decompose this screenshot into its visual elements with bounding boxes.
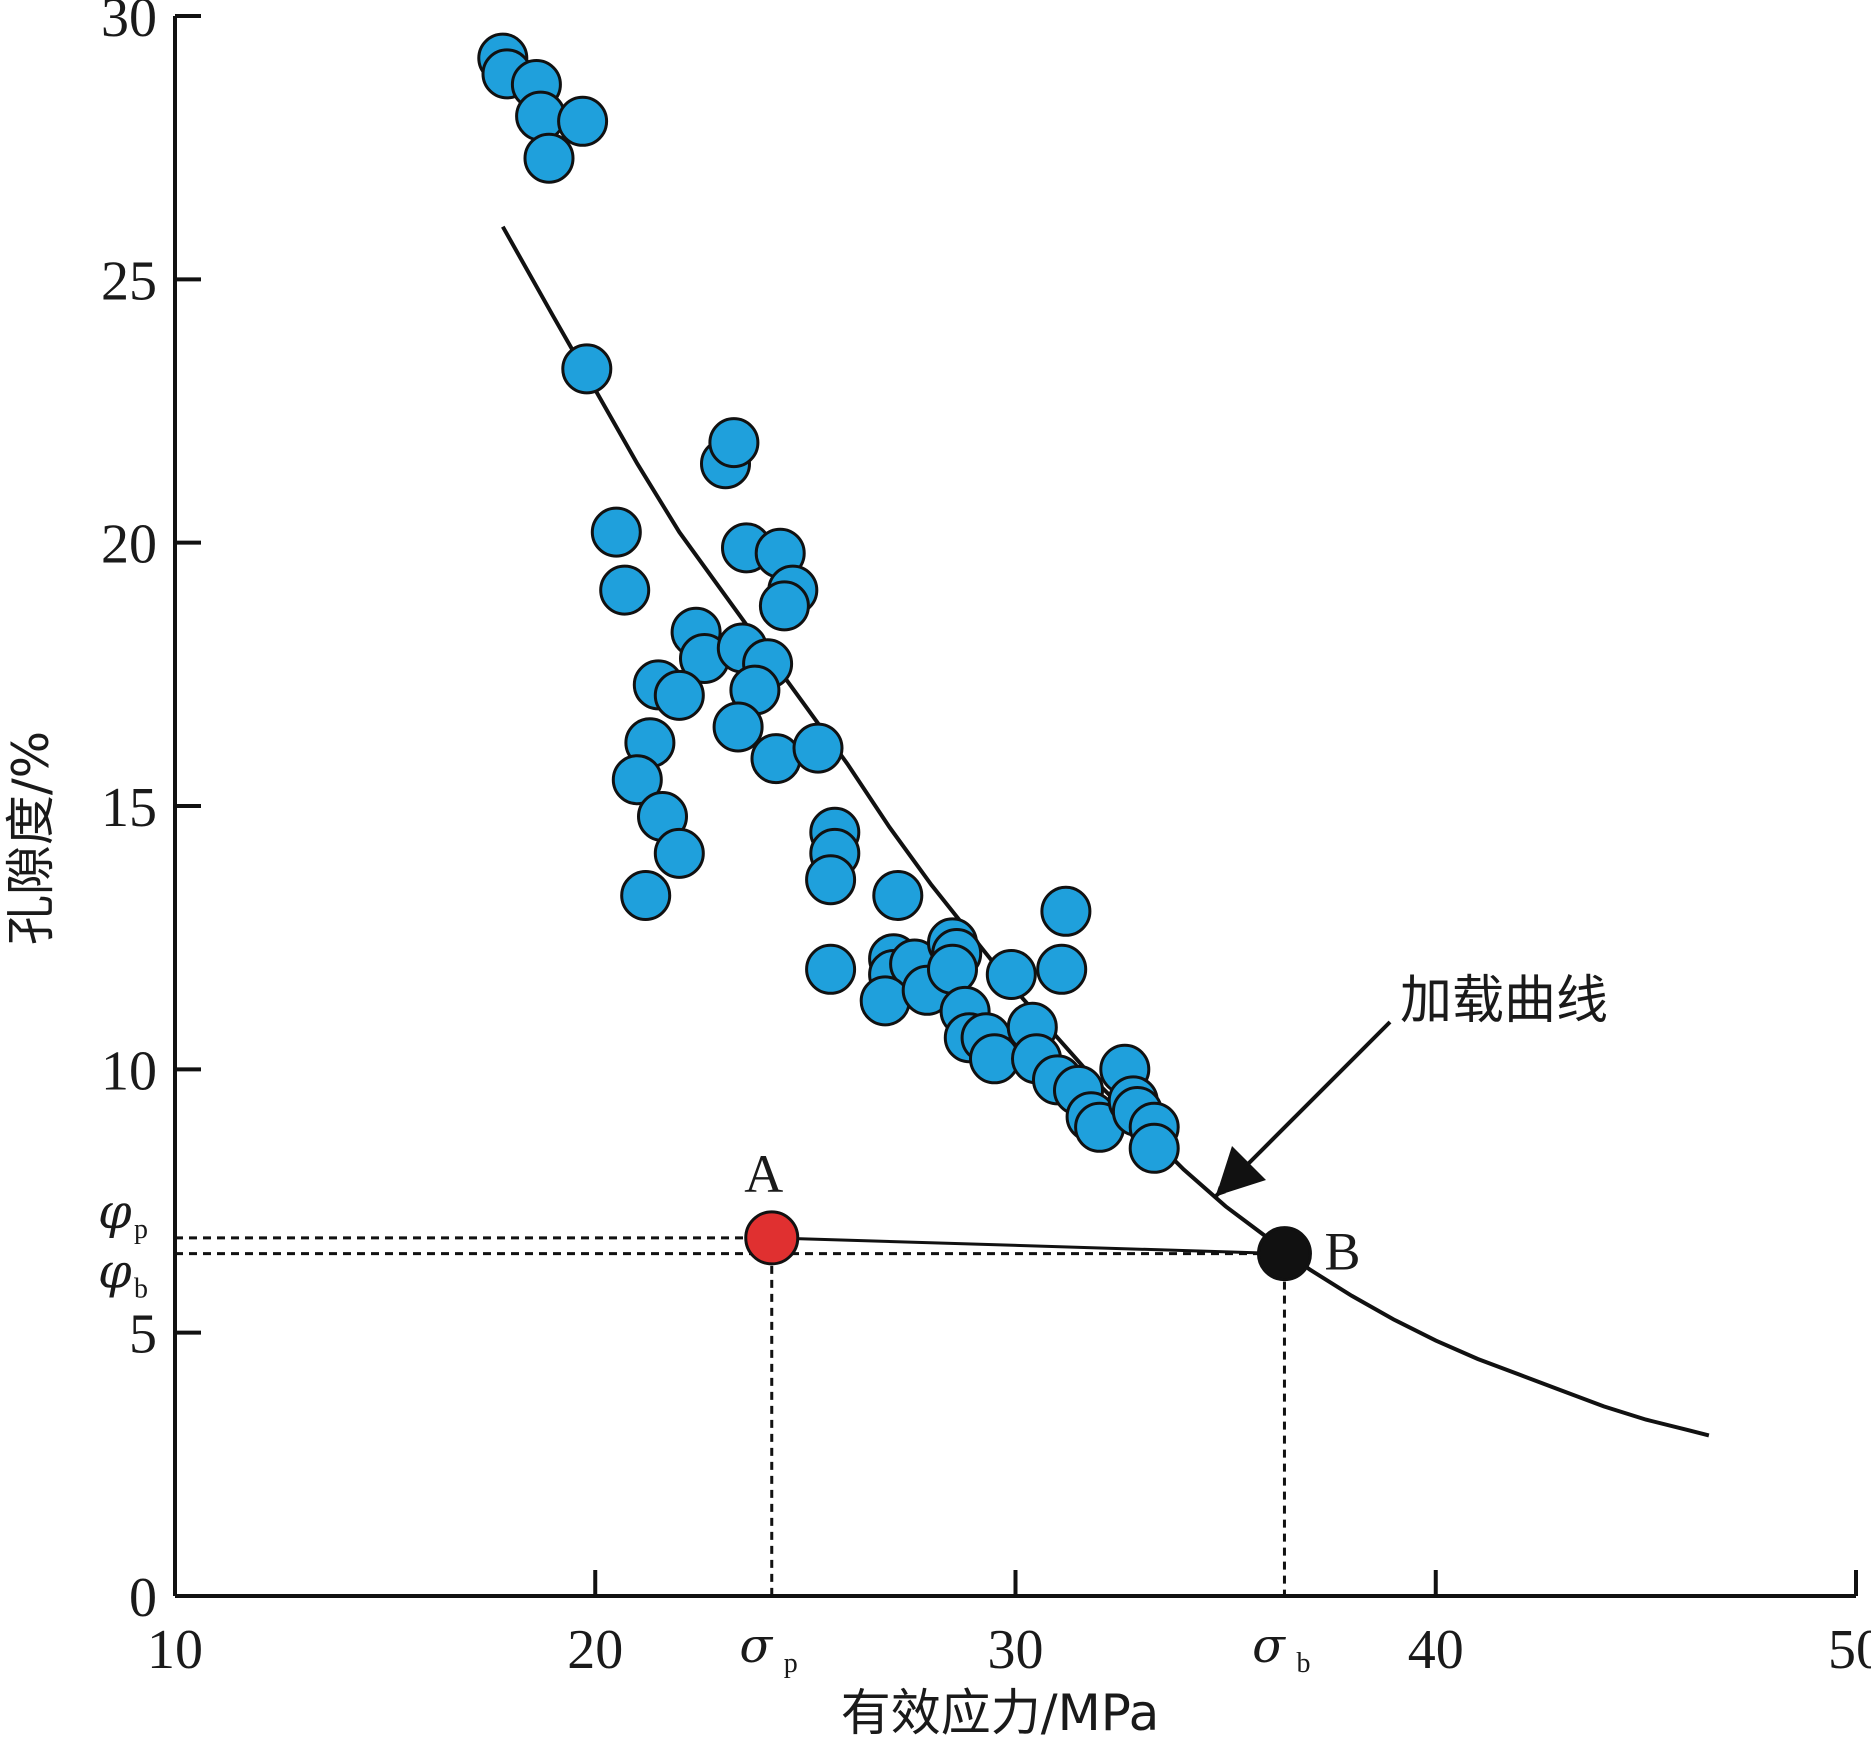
y-marker-subscript: b — [134, 1274, 148, 1305]
scatter-point — [859, 975, 911, 1027]
x-tick-label: 20 — [567, 1619, 623, 1681]
y-tick-label: 20 — [101, 514, 157, 576]
y-tick-label: 15 — [101, 777, 157, 839]
y-tick-label: 5 — [129, 1304, 157, 1366]
scatter-point — [557, 95, 609, 147]
y-tick-label: 10 — [101, 1040, 157, 1102]
curve-annotation-arrowhead — [1216, 1146, 1266, 1196]
scatter-point — [515, 90, 567, 142]
scatter-point — [599, 564, 651, 616]
point-b-marker — [1256, 1226, 1312, 1282]
scatter-point — [653, 827, 705, 879]
scatter-point — [985, 949, 1037, 1000]
point-b-label: B — [1324, 1222, 1360, 1282]
x-tick-label: 40 — [1408, 1619, 1464, 1681]
x-marker-subscript: p — [784, 1648, 798, 1679]
scatter-point — [1036, 943, 1088, 995]
scatter-point — [523, 132, 575, 184]
point-a-label: A — [744, 1144, 783, 1204]
scatter-point — [561, 343, 613, 395]
scatter-point — [620, 870, 672, 921]
scatter-point — [1128, 1122, 1180, 1174]
scatter-point — [805, 854, 857, 906]
point-a-marker — [744, 1210, 800, 1266]
x-marker-symbol: σ — [739, 1618, 773, 1674]
y-marker-subscript: p — [134, 1214, 148, 1245]
y-tick-label: 0 — [129, 1567, 157, 1629]
axes — [173, 16, 1856, 1598]
scatter-point — [872, 870, 924, 921]
x-axis-title: 有效应力/MPa — [841, 1684, 1160, 1742]
scatter-point — [708, 417, 760, 469]
x-tick-label: 30 — [988, 1619, 1044, 1681]
a-b-segment — [771, 1236, 1285, 1256]
scatter-points — [477, 32, 1180, 1174]
scatter-point — [611, 754, 663, 806]
y-marker-symbol: φ — [98, 1184, 132, 1240]
x-marker-symbol: σ — [1252, 1618, 1286, 1674]
y-axis-markers: φ pφ b — [98, 1184, 148, 1305]
tick-marks — [173, 14, 1858, 1598]
x-marker-subscript: b — [1296, 1648, 1310, 1679]
scatter-point — [1040, 885, 1092, 937]
y-tick-label: 25 — [101, 250, 157, 312]
scatter-point — [750, 733, 802, 785]
scatter-point — [927, 943, 978, 995]
loading-curve-label: 加载曲线 — [1400, 971, 1608, 1031]
tick-labels: 10 20 30 40 50 0 5 10 15 20 25 30 — [101, 0, 1871, 1681]
scatter-point — [590, 506, 642, 558]
scatter-point — [758, 580, 810, 632]
scatter-point — [712, 701, 764, 753]
scatter-point — [792, 722, 844, 774]
y-axis-title: 孔隙度/% — [2, 731, 60, 945]
y-tick-label: 30 — [101, 0, 157, 49]
scatter-point — [805, 943, 857, 995]
x-tick-label: 10 — [147, 1619, 203, 1681]
dashed-guides — [175, 1236, 1286, 1596]
scatter-point — [653, 669, 705, 721]
y-marker-symbol: φ — [98, 1244, 132, 1300]
x-tick-label: 50 — [1828, 1619, 1871, 1681]
